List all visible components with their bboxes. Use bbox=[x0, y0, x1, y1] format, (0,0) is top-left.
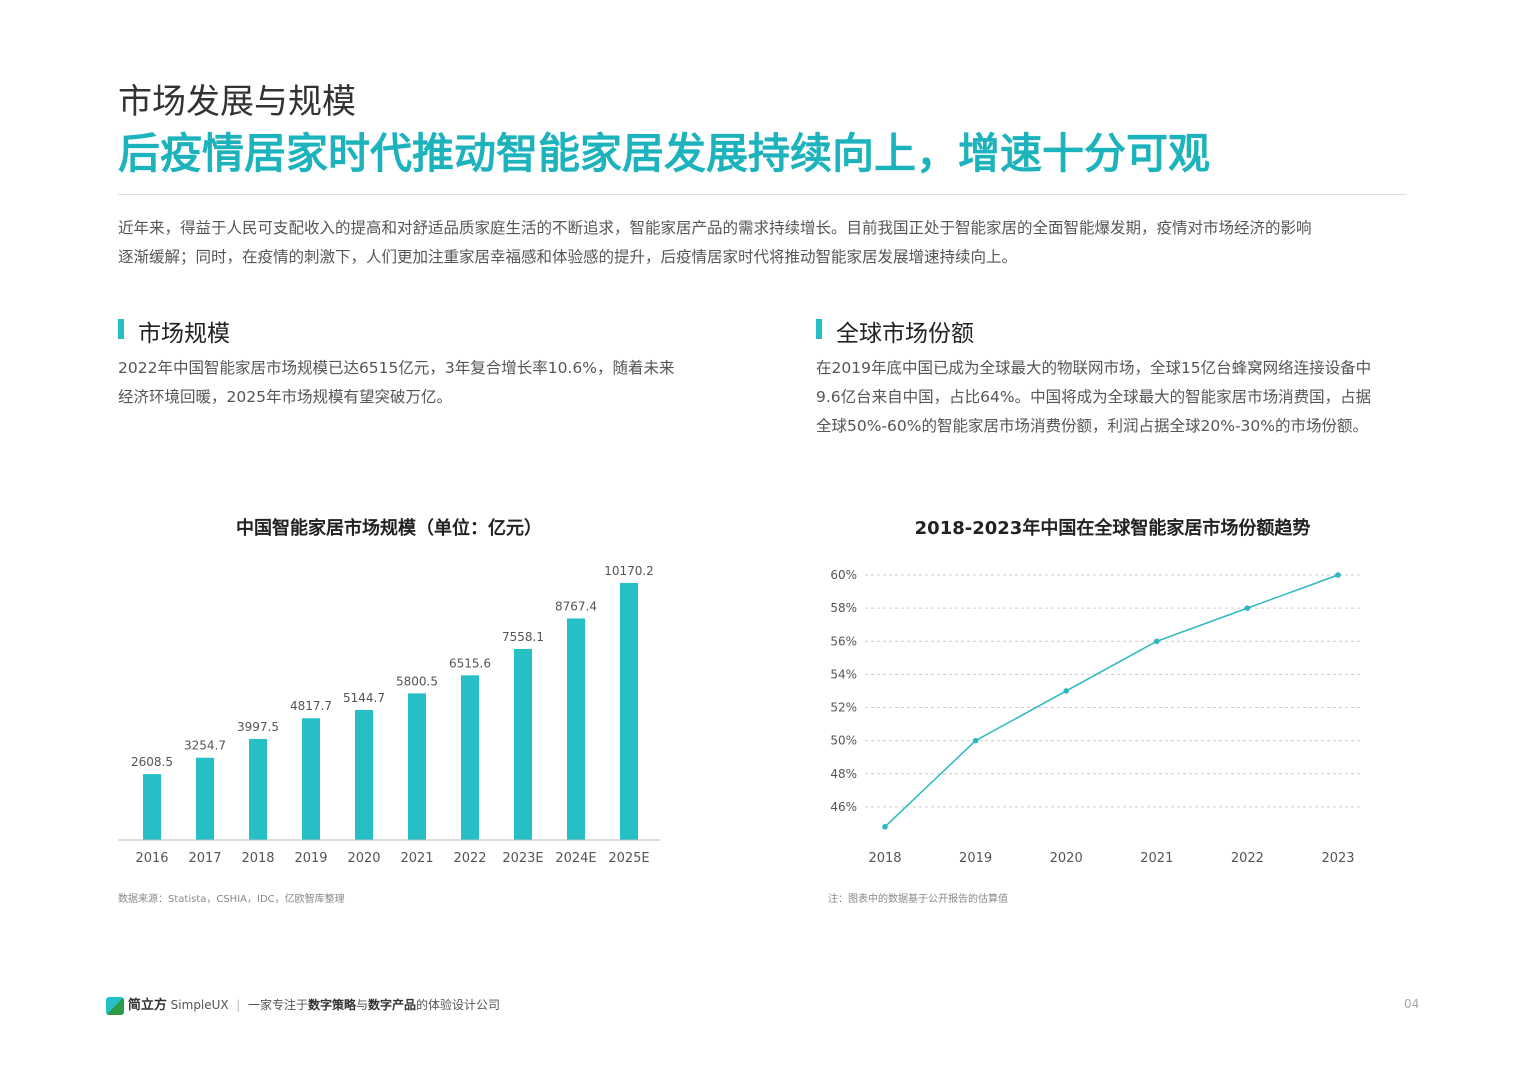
y-tick-label: 50% bbox=[830, 734, 857, 748]
brand-en: SimpleUX bbox=[170, 998, 229, 1012]
block-heading: 市场规模 bbox=[118, 314, 230, 348]
text-line: 2022年中国智能家居市场规模已达6515亿元，3年复合增长率10.6%，随着未… bbox=[118, 359, 675, 377]
tagline: 的体验设计公司 bbox=[416, 998, 501, 1012]
y-tick-label: 56% bbox=[830, 634, 857, 648]
y-tick-label: 58% bbox=[830, 601, 857, 615]
x-tick-label: 2022 bbox=[1231, 851, 1264, 866]
tagline: 一家专注于 bbox=[247, 998, 308, 1012]
bar bbox=[355, 709, 373, 840]
x-tick-label: 2023 bbox=[1321, 851, 1354, 866]
data-label: 6515.6 bbox=[449, 656, 491, 670]
chart-title: 2018-2023年中国在全球智能家居市场份额趋势 bbox=[915, 517, 1311, 539]
text-line: 全球50%-60%的智能家居市场消费份额，利润占据全球20%-30%的市场份额。 bbox=[816, 417, 1368, 435]
x-tick-label: 2017 bbox=[188, 851, 221, 866]
x-tick-label: 2021 bbox=[400, 851, 433, 866]
y-tick-label: 48% bbox=[830, 767, 857, 781]
x-tick-label: 2019 bbox=[959, 851, 992, 866]
y-tick-label: 60% bbox=[830, 568, 857, 582]
bar bbox=[302, 718, 320, 840]
x-tick-label: 2019 bbox=[294, 851, 327, 866]
bar bbox=[567, 618, 585, 840]
page-number: 04 bbox=[1404, 997, 1420, 1011]
tagline: 与 bbox=[356, 998, 369, 1012]
bar bbox=[143, 774, 161, 840]
bar bbox=[408, 693, 426, 840]
intro-line: 逐渐缓解；同时，在疫情的刺激下，人们更加注重家居幸福感和体验感的提升，后疫情居家… bbox=[118, 248, 1018, 266]
point bbox=[882, 823, 888, 830]
intro-line: 近年来，得益于人民可支配收入的提高和对舒适品质家庭生活的不断追求，智能家居产品的… bbox=[118, 219, 1312, 237]
x-tick-label: 2025E bbox=[608, 851, 649, 866]
block-heading: 全球市场份额 bbox=[816, 314, 974, 348]
point bbox=[1244, 605, 1251, 611]
y-tick-label: 46% bbox=[830, 800, 857, 814]
intro: 近年来，得益于人民可支配收入的提高和对舒适品质家庭生活的不断追求，智能家居产品的… bbox=[118, 214, 1312, 272]
data-label: 3997.5 bbox=[237, 720, 279, 734]
brand: 简立方 bbox=[127, 998, 167, 1013]
page-title: 后疫情居家时代推动智能家居发展持续向上，增速十分可观 bbox=[118, 129, 1211, 178]
point bbox=[1335, 572, 1341, 578]
data-label: 4817.7 bbox=[290, 699, 332, 713]
bar bbox=[249, 738, 267, 840]
x-tick-label: 2022 bbox=[453, 851, 486, 866]
bar bbox=[461, 675, 479, 840]
block-text: 2022年中国智能家居市场规模已达6515亿元，3年复合增长率10.6%，随着未… bbox=[118, 354, 675, 412]
point bbox=[972, 737, 979, 744]
y-tick-label: 52% bbox=[830, 701, 857, 715]
data-label: 7558.1 bbox=[502, 630, 544, 644]
x-tick-label: 2023E bbox=[502, 851, 543, 866]
chart-title: 中国智能家居市场规模（单位：亿元） bbox=[236, 517, 542, 539]
bar bbox=[514, 648, 532, 840]
x-tick-label: 2018 bbox=[868, 851, 901, 866]
data-label: 5144.7 bbox=[343, 691, 385, 705]
x-tick-label: 2024E bbox=[555, 851, 596, 866]
tagline: 数字策略 bbox=[308, 998, 357, 1012]
text-line: 经济环境回暖，2025年市场规模有望突破万亿。 bbox=[118, 388, 452, 406]
logo bbox=[106, 996, 124, 1015]
divider bbox=[118, 194, 1406, 195]
y-tick-label: 54% bbox=[830, 667, 857, 681]
section-title: 市场发展与规模 bbox=[118, 82, 356, 122]
data-label: 10170.2 bbox=[604, 564, 654, 578]
x-tick-label: 2020 bbox=[1050, 851, 1083, 866]
x-tick-label: 2016 bbox=[135, 851, 168, 866]
line bbox=[884, 574, 1339, 828]
text-line: 9.6亿台来自中国，占比64%。中国将成为全球最大的智能家居市场消费国，占据 bbox=[816, 388, 1372, 406]
source-note: 数据来源：Statista，CSHIA，IDC，亿欧智库整理 bbox=[118, 892, 345, 905]
data-label: 2608.5 bbox=[131, 755, 173, 769]
x-tick-label: 2020 bbox=[347, 851, 380, 866]
x-tick-label: 2021 bbox=[1140, 851, 1173, 866]
source-note: 注：图表中的数据基于公开报告的估算值 bbox=[828, 892, 1008, 905]
block-text: 在2019年底中国已成为全球最大的物联网市场，全球15亿台蜂窝网络连接设备中 9… bbox=[816, 354, 1371, 441]
text-line: 在2019年底中国已成为全球最大的物联网市场，全球15亿台蜂窝网络连接设备中 bbox=[816, 359, 1372, 377]
data-label: 3254.7 bbox=[184, 739, 226, 753]
tagline: 数字产品 bbox=[368, 998, 417, 1012]
point bbox=[1154, 638, 1160, 645]
bar bbox=[196, 757, 214, 840]
x-tick-label: 2018 bbox=[241, 851, 274, 866]
footer: 简立方 SimpleUX | 一家专注于数字策略与数字产品的体验设计公司 bbox=[106, 994, 500, 1015]
point bbox=[1063, 688, 1069, 694]
bar bbox=[620, 582, 638, 840]
data-label: 5800.5 bbox=[396, 674, 438, 688]
data-label: 8767.4 bbox=[555, 599, 597, 613]
